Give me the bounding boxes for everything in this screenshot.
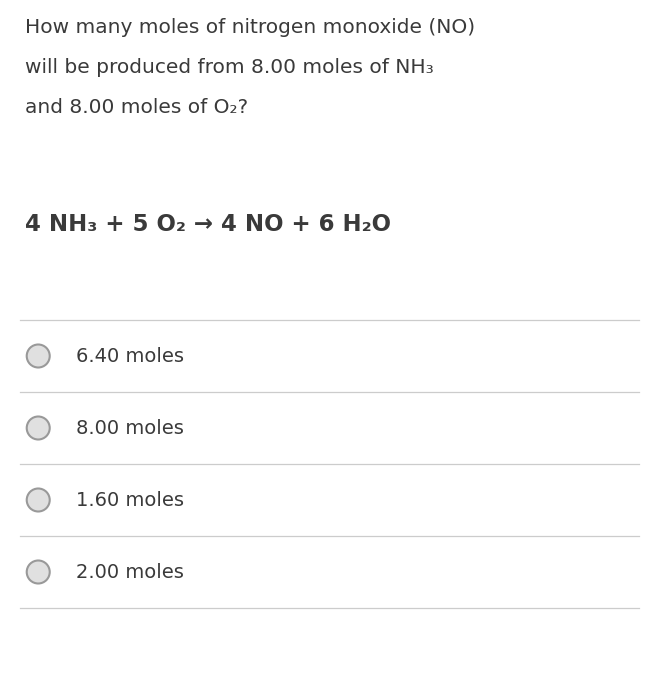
Text: 1.60 moles: 1.60 moles <box>76 491 184 510</box>
Text: 6.40 moles: 6.40 moles <box>76 346 184 366</box>
Text: 2.00 moles: 2.00 moles <box>76 563 184 581</box>
Ellipse shape <box>27 560 49 584</box>
Ellipse shape <box>27 417 49 440</box>
Ellipse shape <box>27 489 49 512</box>
Text: 4 NH₃ + 5 O₂ → 4 NO + 6 H₂O: 4 NH₃ + 5 O₂ → 4 NO + 6 H₂O <box>25 213 391 236</box>
Ellipse shape <box>27 345 49 368</box>
Text: will be produced from 8.00 moles of NH₃: will be produced from 8.00 moles of NH₃ <box>25 58 434 77</box>
Text: 8.00 moles: 8.00 moles <box>76 419 184 438</box>
Text: How many moles of nitrogen monoxide (NO): How many moles of nitrogen monoxide (NO) <box>25 18 475 37</box>
Text: and 8.00 moles of O₂?: and 8.00 moles of O₂? <box>25 98 248 117</box>
